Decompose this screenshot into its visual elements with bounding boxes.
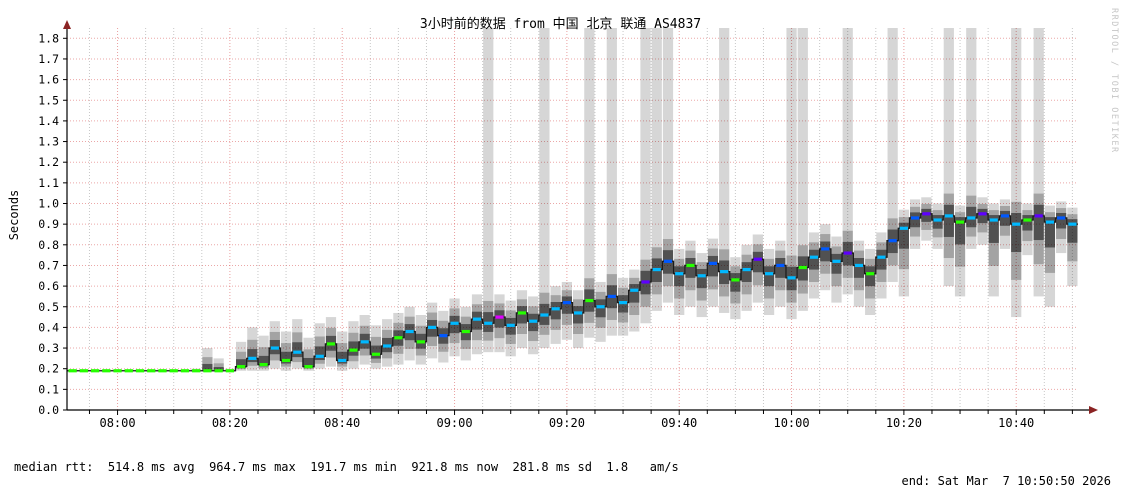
svg-text:1.0: 1.0	[38, 197, 59, 211]
svg-text:0.8: 0.8	[38, 238, 59, 252]
svg-text:08:20: 08:20	[212, 416, 248, 430]
latency-chart: 0.0 0.1 0.2 0.3 0.4 0.5 0.6 0.7 0.8 0.9 1.0 1.1 1.2 1…	[38, 8, 1119, 430]
svg-text:08:00: 08:00	[99, 416, 135, 430]
svg-text:0.5: 0.5	[38, 300, 59, 314]
stats-block: median rtt: 514.8 ms avg 964.7 ms max 19…	[14, 431, 679, 494]
axis-tick-labels: 0.0 0.1 0.2 0.3 0.4 0.5 0.6 0.7 0.8 0.9 1.0 1.1 1.2 1…	[38, 31, 1034, 430]
svg-text:0.1: 0.1	[38, 382, 59, 396]
svg-text:1.8: 1.8	[38, 31, 59, 45]
svg-text:1.6: 1.6	[38, 73, 59, 87]
svg-text:0.3: 0.3	[38, 341, 59, 355]
svg-text:10:40: 10:40	[998, 416, 1034, 430]
end-timestamp: end: Sat Mar 7 10:50:50 2026	[901, 474, 1111, 488]
svg-text:0.9: 0.9	[38, 217, 59, 231]
svg-text:09:40: 09:40	[661, 416, 697, 430]
svg-text:10:20: 10:20	[886, 416, 922, 430]
svg-text:10:00: 10:00	[773, 416, 809, 430]
svg-text:0.2: 0.2	[38, 362, 59, 376]
median-line	[67, 212, 1078, 373]
median-rtt-stats: median rtt: 514.8 ms avg 964.7 ms max 19…	[14, 459, 679, 474]
svg-text:0.0: 0.0	[38, 403, 59, 417]
svg-text:09:00: 09:00	[436, 416, 472, 430]
svg-text:0.4: 0.4	[38, 320, 59, 334]
svg-text:09:20: 09:20	[549, 416, 585, 430]
svg-text:0.6: 0.6	[38, 279, 59, 293]
svg-text:1.7: 1.7	[38, 52, 59, 66]
chart-axes	[63, 20, 1098, 415]
smoke-bands	[67, 28, 1078, 372]
rrdtool-watermark: RRDTOOL / TOBI OETIKER	[1109, 8, 1119, 154]
svg-text:1.1: 1.1	[38, 176, 59, 190]
svg-text:1.4: 1.4	[38, 114, 59, 128]
svg-text:1.2: 1.2	[38, 155, 59, 169]
svg-text:0.7: 0.7	[38, 258, 59, 272]
svg-text:1.5: 1.5	[38, 93, 59, 107]
chart-title: 3小时前的数据 from 中国 北京 联通 AS4837	[419, 17, 702, 32]
svg-text:08:40: 08:40	[324, 416, 360, 430]
svg-text:1.3: 1.3	[38, 135, 59, 149]
